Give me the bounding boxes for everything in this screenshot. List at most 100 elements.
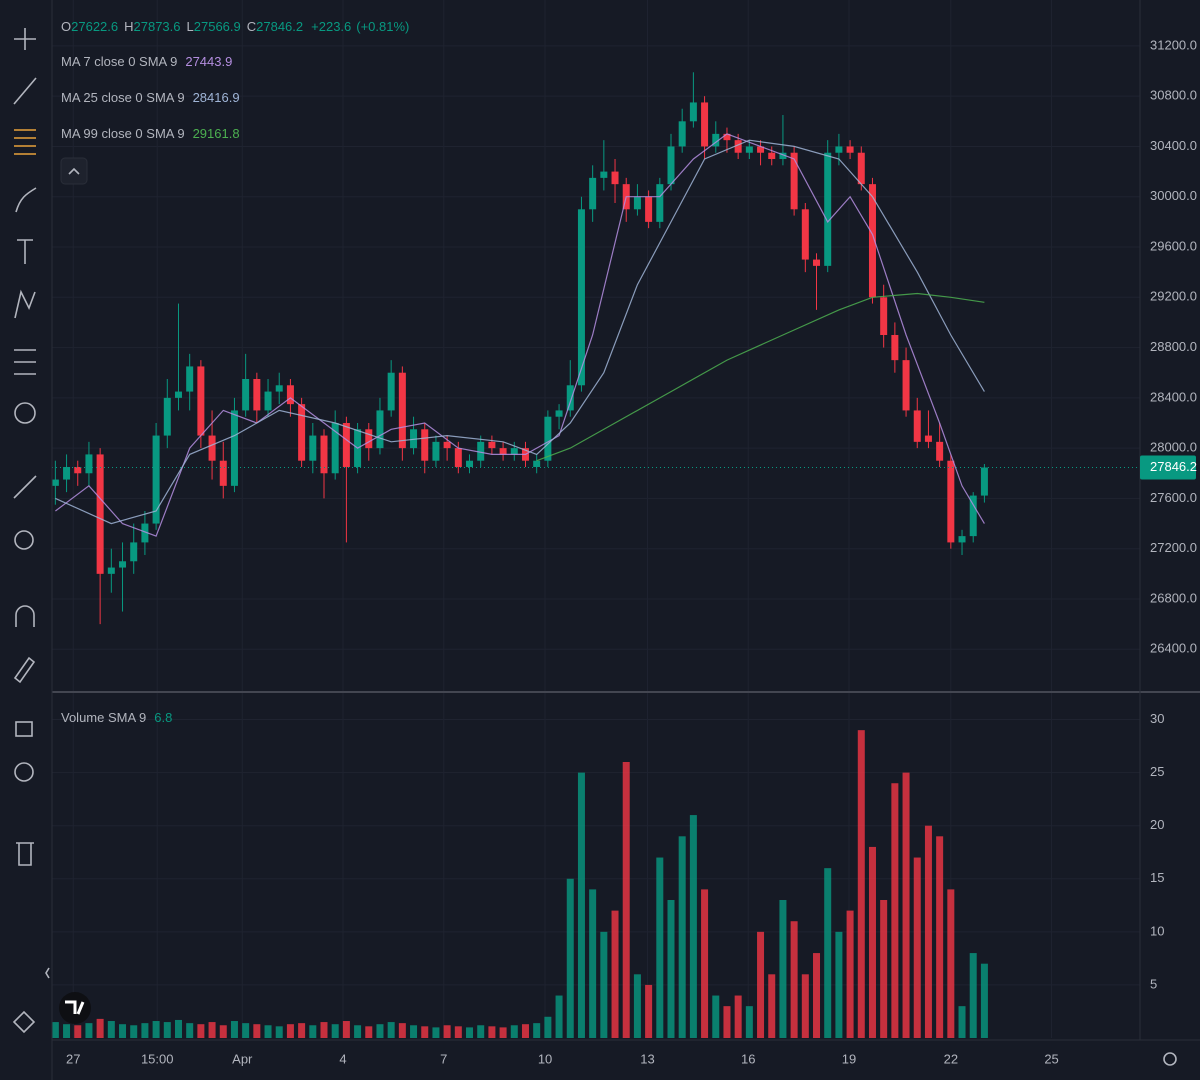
candle-body — [969, 495, 977, 537]
zoom-tool[interactable] — [14, 530, 34, 550]
volume-bar — [555, 995, 563, 1038]
ma-value: 28416.9 — [193, 90, 240, 105]
y-tick-label: 26800.0 — [1150, 590, 1197, 605]
delete-tool[interactable] — [16, 842, 34, 866]
emoji-tool[interactable] — [14, 402, 36, 424]
candle-body — [611, 171, 619, 185]
volume-bar — [342, 1021, 350, 1038]
candle-body — [186, 366, 194, 392]
x-tick-label: 27 — [66, 1051, 80, 1066]
volume-bar — [824, 868, 832, 1038]
candle-body — [242, 378, 250, 411]
volume-bar — [477, 1025, 485, 1038]
volume-bar — [51, 1022, 59, 1038]
candle-body — [219, 460, 227, 486]
y-tick-label: 30 — [1150, 711, 1164, 726]
y-tick-label: 15 — [1150, 870, 1164, 885]
volume-bar — [410, 1025, 418, 1038]
volume-bar — [734, 995, 742, 1038]
volume-bar — [521, 1024, 529, 1038]
y-tick-label: 28800.0 — [1150, 339, 1197, 354]
ma-legend: MA 7 close 0 SMA 9 27443.9 — [61, 54, 232, 69]
trendline-tool[interactable] — [13, 77, 37, 105]
ohlc-legend: O27622.6 H27873.6 L27566.9 C27846.2 +223.6 (+… — [61, 19, 409, 34]
volume-bar — [577, 772, 585, 1038]
ma-value: 29161.8 — [193, 126, 240, 141]
lock-tool[interactable] — [15, 721, 33, 737]
volume-bar — [119, 1024, 127, 1038]
change: +223.6 — [311, 19, 351, 34]
text-tool[interactable] — [17, 239, 33, 264]
candle-body — [868, 184, 876, 298]
fib-tool[interactable] — [14, 129, 36, 155]
volume-bar — [969, 953, 977, 1038]
candle-body — [51, 479, 59, 486]
ma-name: MA 25 close 0 SMA 9 — [61, 90, 185, 105]
volume-bar — [275, 1026, 283, 1038]
candle-body — [119, 561, 127, 568]
collapse-legend-button[interactable] — [60, 157, 88, 185]
candle-body — [398, 372, 406, 449]
volume-bar — [253, 1024, 261, 1038]
volume-bar — [85, 1023, 93, 1038]
volume-bar — [398, 1023, 406, 1038]
candle-body — [936, 441, 944, 461]
candle-body — [499, 448, 507, 455]
candle-body — [656, 184, 664, 222]
brush-tool[interactable] — [15, 187, 37, 213]
crosshair-tool[interactable] — [14, 28, 36, 50]
volume-bar — [891, 783, 899, 1038]
y-tick-label: 5 — [1150, 976, 1157, 991]
y-tick-label: 30000.0 — [1150, 188, 1197, 203]
collapse-legend-icon — [68, 167, 80, 175]
volume-bar — [611, 910, 619, 1038]
object-tree[interactable] — [12, 1010, 36, 1034]
volume-bar — [712, 995, 720, 1038]
candle-body — [678, 121, 686, 147]
y-tick-label: 28000.0 — [1150, 440, 1197, 455]
volume-bar — [566, 878, 574, 1038]
candle-body — [712, 133, 720, 147]
candle-body — [745, 146, 753, 153]
y-tick-label: 29600.0 — [1150, 238, 1197, 253]
candle-body — [510, 448, 518, 455]
prediction-tool[interactable] — [14, 349, 36, 375]
candle-body — [85, 454, 93, 474]
volume-bar — [107, 1021, 115, 1038]
candle-body — [74, 466, 82, 474]
ruler-tool[interactable] — [13, 475, 37, 499]
candle-body — [790, 152, 798, 210]
candle-body — [253, 378, 261, 411]
candle-body — [130, 542, 138, 562]
candle-body — [376, 410, 384, 449]
x-tick-label: 22 — [944, 1051, 958, 1066]
volume-bar — [924, 825, 932, 1038]
volume-bar — [354, 1025, 362, 1038]
volume-bar — [544, 1016, 552, 1038]
volume-bar — [466, 1027, 474, 1038]
pattern-tool[interactable] — [14, 289, 36, 319]
volume-bar — [801, 974, 809, 1038]
volume-bar — [936, 836, 944, 1038]
candle-body — [757, 146, 765, 153]
lock-draw-tool[interactable] — [13, 656, 36, 684]
y-tick-label: 10 — [1150, 923, 1164, 938]
ma-line — [536, 292, 985, 462]
volume-bar — [152, 1021, 160, 1038]
candle-body — [174, 391, 182, 398]
volume-bar — [723, 1006, 731, 1038]
visibility-tool[interactable] — [14, 762, 34, 782]
candle-body — [768, 152, 776, 160]
volume-bar — [163, 1022, 171, 1038]
ohlc-value: 27566.9 — [194, 19, 241, 34]
volume-bar — [488, 1026, 496, 1038]
candle-body — [286, 385, 294, 405]
volume-bar — [868, 846, 876, 1038]
settings-button[interactable] — [1163, 1052, 1177, 1066]
candle-body — [466, 460, 474, 467]
collapse-toolbar[interactable] — [45, 967, 50, 979]
x-tick-label: 4 — [339, 1051, 346, 1066]
magnet-tool[interactable] — [15, 605, 35, 627]
